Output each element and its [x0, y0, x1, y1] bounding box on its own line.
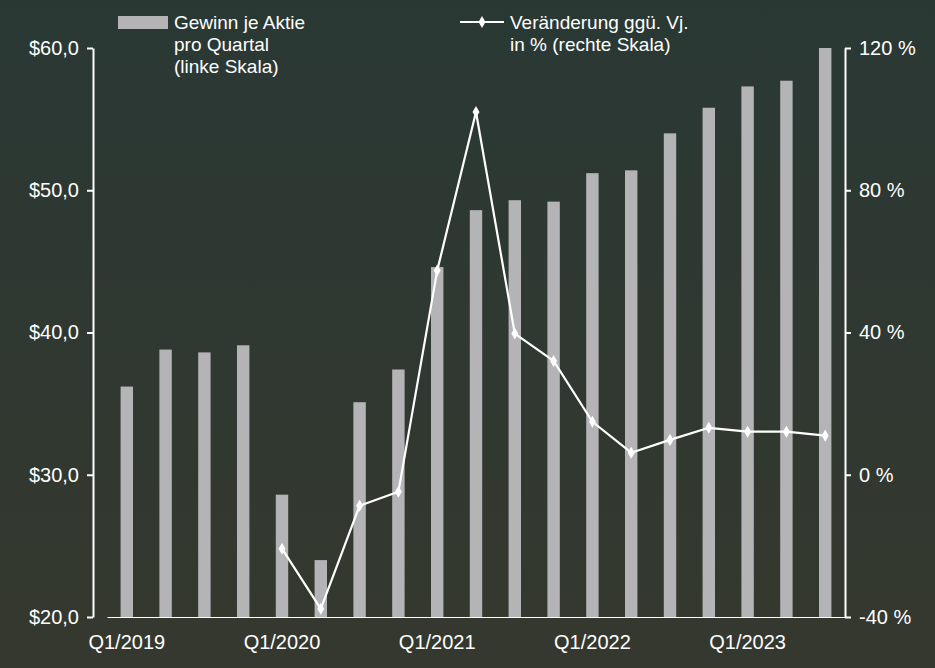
tick: $40,0 [29, 321, 93, 343]
bar [819, 48, 831, 617]
tick-label: Q1/2023 [709, 631, 786, 653]
bar [121, 387, 133, 617]
tick: 0 % [845, 464, 894, 486]
legend-label: Gewinn je Aktiepro Quartal(linke Skala) [174, 12, 305, 77]
legend-marker [479, 16, 486, 28]
tick: Q1/2019 [88, 631, 165, 653]
plot-marks [121, 48, 832, 617]
bar [586, 173, 598, 617]
tick-label: 40 % [859, 321, 905, 343]
legend-label: Veränderung ggü. Vj.in % (rechte Skala) [510, 12, 689, 55]
marker [473, 106, 480, 118]
background [0, 0, 935, 668]
tick-label: Q1/2019 [88, 631, 165, 653]
tick-label: $50,0 [29, 179, 79, 201]
legend: Gewinn je Aktiepro Quartal(linke Skala) V… [118, 12, 689, 77]
tick: 80 % [845, 179, 905, 201]
bar [780, 81, 792, 617]
tick: Q1/2021 [399, 631, 476, 653]
tick: $60,0 [29, 37, 93, 59]
tick-mark [87, 190, 93, 192]
tick-mark [87, 332, 93, 334]
tick-label: Q1/2022 [554, 631, 631, 653]
marker [783, 426, 790, 438]
marker [589, 416, 596, 428]
tick-label: -40 % [859, 606, 911, 628]
legend-item: Veränderung ggü. Vj.in % (rechte Skala) [460, 12, 689, 55]
tick-mark [87, 617, 93, 619]
chart: $20,0 $30,0 $40,0 $50,0 $60,0 -40 % 0 % 40 % 80 … [0, 0, 935, 668]
x-axis: Q1/2019 Q1/2020 Q1/2021 Q1/2022 Q1/2023 [88, 618, 845, 654]
marker [279, 543, 286, 555]
tick-mark [845, 474, 851, 476]
tick: -40 % [845, 606, 911, 628]
marker [434, 265, 441, 277]
tick-label: $60,0 [29, 37, 79, 59]
tick: Q1/2022 [554, 631, 631, 653]
markers [279, 106, 829, 615]
bar [353, 402, 365, 617]
tick-label: $20,0 [29, 606, 79, 628]
bar [198, 352, 210, 617]
tick: $20,0 [29, 606, 93, 628]
bar [159, 350, 171, 617]
bar [625, 170, 637, 617]
axis-line [108, 617, 846, 618]
marker [511, 328, 518, 340]
bar [470, 210, 482, 617]
tick: 120 % [845, 37, 916, 59]
y2-axis: -40 % 0 % 40 % 80 % 120 % [845, 37, 916, 628]
tick-label: Q1/2020 [244, 631, 321, 653]
marker [356, 500, 363, 512]
y-axis: $20,0 $30,0 $40,0 $50,0 $60,0 [29, 37, 94, 628]
tick-label: $30,0 [29, 464, 79, 486]
bar [664, 133, 676, 617]
tick-mark [845, 48, 851, 50]
marker [395, 486, 402, 498]
legend-item: Gewinn je Aktiepro Quartal(linke Skala) [118, 12, 305, 77]
marker [667, 434, 674, 446]
bar [509, 200, 521, 617]
marker [317, 603, 324, 615]
bar [431, 267, 443, 617]
marker [550, 355, 557, 367]
tick-mark [845, 332, 851, 334]
tick-label: 80 % [859, 179, 905, 201]
marker [628, 447, 635, 459]
legend-swatch [118, 16, 168, 29]
tick-mark [845, 190, 851, 192]
tick-mark [87, 474, 93, 476]
tick: $50,0 [29, 179, 93, 201]
tick: 40 % [845, 321, 905, 343]
tick-label: Q1/2021 [399, 631, 476, 653]
bar [315, 560, 327, 617]
marker [744, 426, 751, 438]
bar [703, 108, 715, 617]
tick-mark [845, 617, 851, 619]
tick: $30,0 [29, 464, 93, 486]
tick-mark [87, 48, 93, 50]
marker [705, 422, 712, 434]
tick: Q1/2023 [709, 631, 786, 653]
bar [547, 202, 559, 617]
bar [741, 86, 753, 617]
tick-label: 0 % [859, 464, 894, 486]
tick-label: $40,0 [29, 321, 79, 343]
bar [237, 345, 249, 617]
bar-series [121, 48, 832, 617]
tick-label: 120 % [859, 37, 916, 59]
line [282, 112, 825, 609]
tick: Q1/2020 [244, 631, 321, 653]
marker [822, 430, 829, 442]
